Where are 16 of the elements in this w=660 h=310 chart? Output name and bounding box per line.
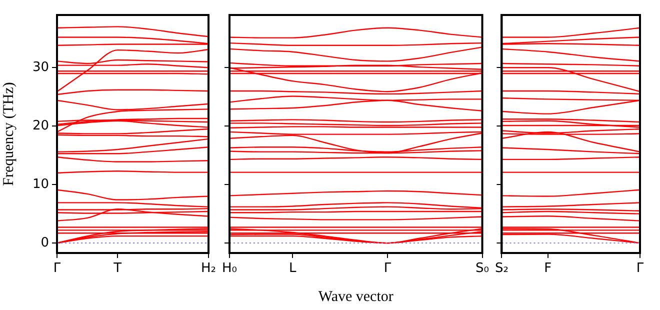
x-tick-label: T — [112, 261, 122, 276]
y-tick-label: 10 — [32, 176, 49, 192]
y-axis-title: Frequency (THz) — [0, 82, 17, 186]
y-tick-label: 0 — [40, 235, 49, 250]
x-tick-label: L — [289, 261, 298, 276]
x-tick-label: S₀ — [476, 261, 490, 276]
x-tick-label: F — [544, 261, 552, 276]
x-tick-label: Γ — [384, 261, 392, 276]
x-tick-label: H₂ — [201, 261, 216, 276]
x-tick-label: Γ — [636, 261, 644, 276]
x-tick-label: H₀ — [222, 261, 237, 276]
y-tick-label: 20 — [32, 118, 49, 134]
y-tick-label: 30 — [32, 60, 49, 76]
x-tick-label: S₂ — [494, 261, 508, 276]
x-axis-title: Wave vector — [318, 288, 394, 305]
x-tick-label: Γ — [53, 261, 62, 276]
